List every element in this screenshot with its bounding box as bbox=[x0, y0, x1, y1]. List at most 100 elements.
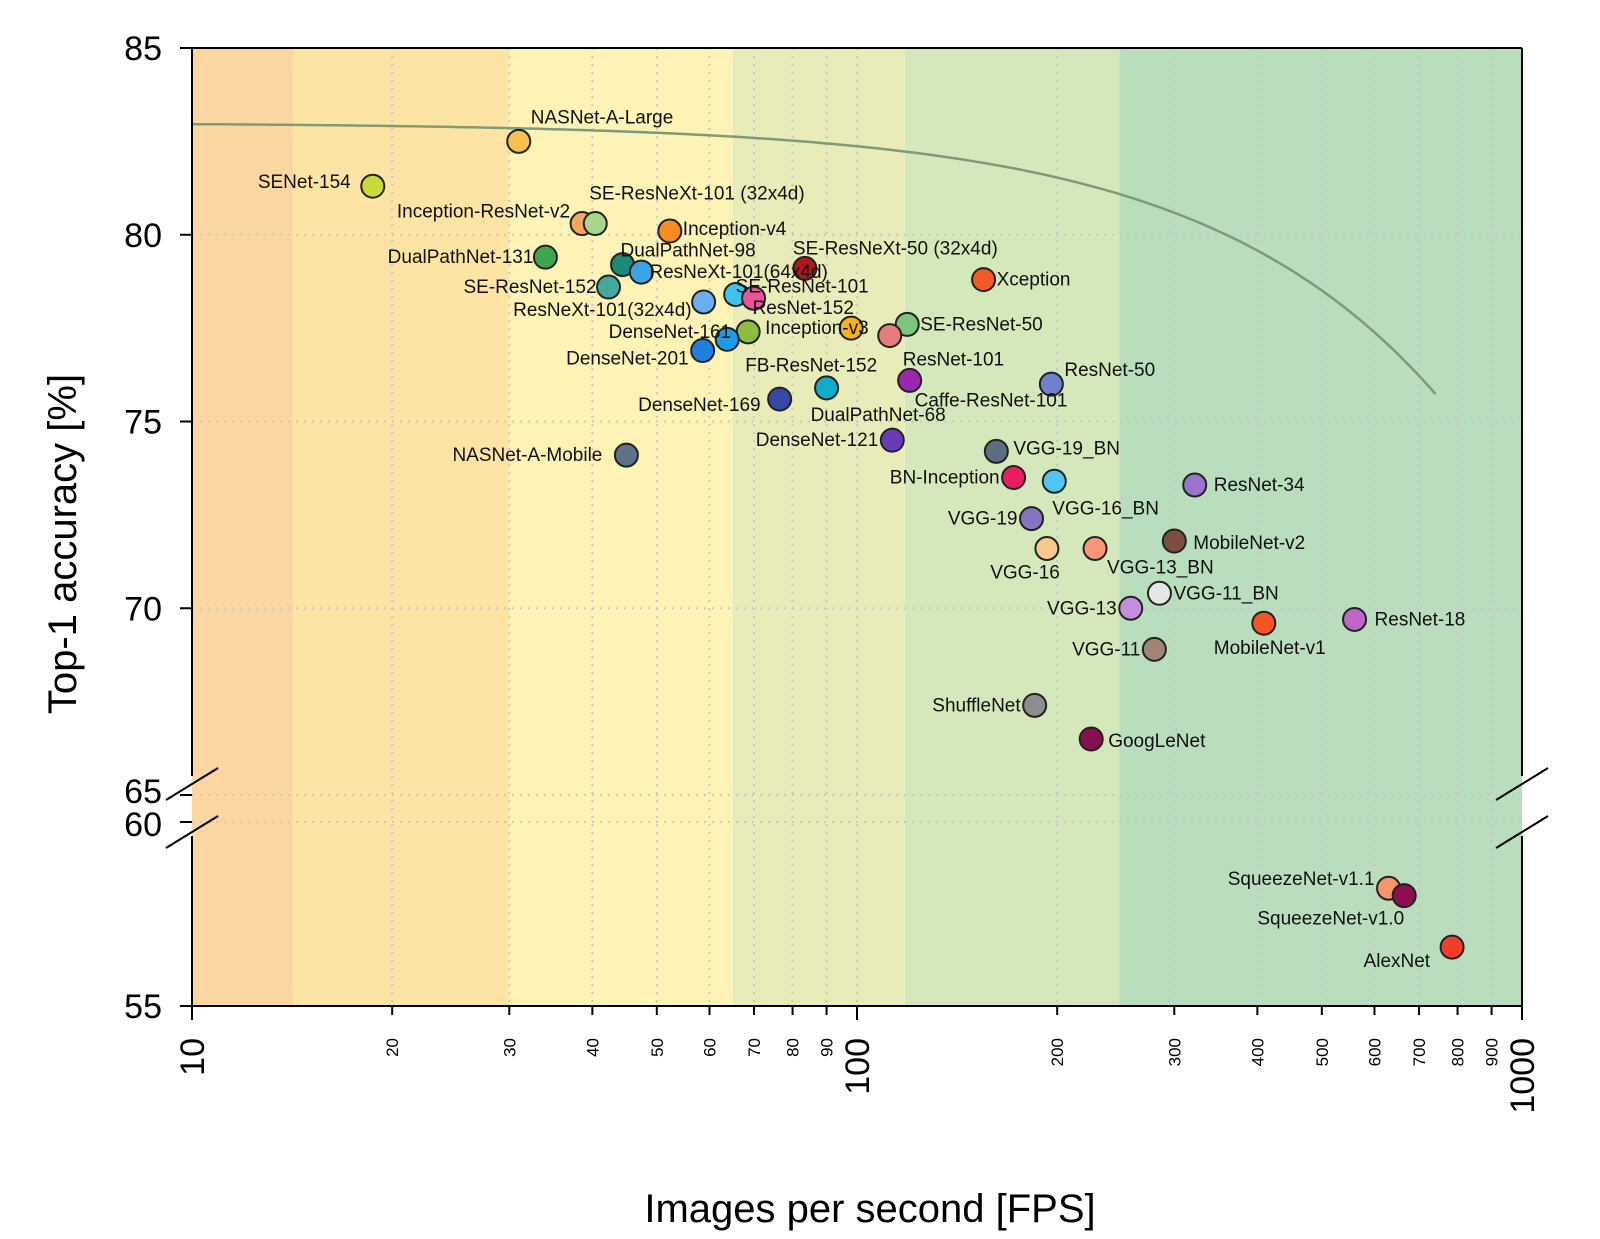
data-point bbox=[838, 315, 864, 341]
axis-break-mark-left bbox=[165, 815, 219, 849]
x-tick-label-minor: 200 bbox=[1048, 1038, 1067, 1066]
y-tick-label: 75 bbox=[124, 404, 162, 442]
point-label: DenseNet-121 bbox=[756, 430, 879, 451]
point-label: ResNet-152 bbox=[753, 298, 854, 319]
data-point bbox=[1082, 535, 1108, 561]
point-label: BN-Inception bbox=[890, 468, 1000, 489]
data-point bbox=[897, 367, 923, 393]
data-point bbox=[1342, 606, 1368, 632]
data-point bbox=[735, 319, 761, 345]
point-label: Xception bbox=[997, 270, 1071, 291]
data-points bbox=[360, 128, 1465, 960]
data-point bbox=[506, 128, 532, 154]
data-point bbox=[714, 326, 740, 352]
point-label: NASNet-A-Mobile bbox=[452, 445, 602, 466]
data-point bbox=[1038, 371, 1064, 397]
x-tick-label-minor: 60 bbox=[700, 1038, 719, 1057]
y-tick-label: 80 bbox=[124, 217, 162, 255]
x-tick-label-minor: 300 bbox=[1165, 1038, 1184, 1066]
x-tick-label-minor: 20 bbox=[383, 1038, 402, 1057]
data-point bbox=[1182, 472, 1208, 498]
background-band bbox=[293, 48, 510, 1006]
data-point bbox=[690, 338, 716, 364]
point-label: MobileNet-v1 bbox=[1214, 638, 1326, 659]
y-tick-label: 85 bbox=[124, 30, 162, 68]
y-axis-title: Top-1 accuracy [%] bbox=[41, 374, 85, 714]
axis-break-mark-right bbox=[1495, 767, 1549, 801]
background-bands bbox=[192, 48, 1522, 1006]
point-label: VGG-11_BN bbox=[1173, 583, 1278, 604]
data-point bbox=[1019, 506, 1045, 532]
frontier-curve bbox=[191, 122, 1437, 395]
x-tick-label-minor: 500 bbox=[1313, 1038, 1332, 1066]
point-label: Inception-v3 bbox=[765, 318, 869, 339]
x-tick-label-minor: 40 bbox=[583, 1038, 602, 1057]
data-point bbox=[657, 218, 683, 244]
data-point bbox=[532, 244, 558, 270]
data-point bbox=[741, 285, 767, 311]
point-label: VGG-16_BN bbox=[1052, 498, 1159, 519]
x-tick-label-minor: 400 bbox=[1248, 1038, 1267, 1066]
data-point bbox=[1251, 610, 1277, 636]
point-label: SE-ResNet-101 bbox=[736, 277, 869, 298]
point-label: DualPathNet-131 bbox=[388, 247, 534, 268]
point-label: SE-ResNet-152 bbox=[463, 277, 596, 298]
data-point bbox=[1041, 468, 1067, 494]
data-point bbox=[613, 442, 639, 468]
background-band bbox=[192, 48, 294, 1006]
data-point bbox=[983, 438, 1009, 464]
y-tick-label: 65 bbox=[124, 773, 162, 811]
x-tick-label-major: 100 bbox=[839, 1038, 877, 1095]
point-label: VGG-13 bbox=[1047, 598, 1117, 619]
point-label: FB-ResNet-152 bbox=[745, 355, 877, 376]
background-band bbox=[732, 48, 905, 1006]
point-label: DenseNet-161 bbox=[609, 322, 732, 343]
point-label: MobileNet-v2 bbox=[1193, 533, 1305, 554]
data-point bbox=[1118, 595, 1144, 621]
point-label: GoogLeNet bbox=[1108, 731, 1206, 752]
data-point bbox=[360, 173, 386, 199]
grid-lines bbox=[192, 48, 1522, 1006]
data-point bbox=[877, 323, 903, 349]
point-label: ResNet-18 bbox=[1375, 609, 1466, 630]
point-label: VGG-16 bbox=[990, 562, 1060, 583]
point-label: SqueezeNet-v1.1 bbox=[1228, 869, 1375, 890]
data-point bbox=[1391, 883, 1417, 909]
data-point bbox=[1034, 535, 1060, 561]
data-point bbox=[767, 386, 793, 412]
data-point bbox=[628, 259, 654, 285]
data-point bbox=[1022, 692, 1048, 718]
point-label: ResNet-50 bbox=[1064, 360, 1155, 381]
data-point bbox=[691, 289, 717, 315]
x-tick-label-major: 10 bbox=[174, 1038, 212, 1076]
point-label: Caffe-ResNet-101 bbox=[915, 390, 1068, 411]
x-tick-label-minor: 50 bbox=[648, 1038, 667, 1057]
data-point bbox=[596, 274, 622, 300]
data-point bbox=[879, 427, 905, 453]
data-point bbox=[1146, 580, 1172, 606]
point-label: SENet-154 bbox=[258, 172, 351, 193]
y-tick-label: 70 bbox=[124, 590, 162, 628]
point-label: VGG-11 bbox=[1072, 639, 1140, 660]
point-label: DualPathNet-68 bbox=[811, 405, 946, 426]
background-band bbox=[904, 48, 1120, 1006]
data-point bbox=[894, 311, 920, 337]
background-band bbox=[1119, 48, 1522, 1006]
point-label: NASNet-A-Large bbox=[531, 107, 674, 128]
y-tick-label: 55 bbox=[124, 988, 162, 1026]
point-labels: NASNet-A-Large SENet-154 Inception-ResNet-… bbox=[258, 107, 1466, 972]
axes bbox=[165, 47, 1549, 1020]
point-label: SqueezeNet-v1.0 bbox=[1257, 909, 1404, 930]
point-label: ShuffleNet bbox=[932, 695, 1021, 716]
data-point bbox=[971, 267, 997, 293]
point-label: VGG-13_BN bbox=[1107, 557, 1214, 578]
x-tick-label-minor: 70 bbox=[745, 1038, 764, 1057]
point-label: DenseNet-169 bbox=[638, 395, 761, 416]
data-point bbox=[1001, 465, 1027, 491]
data-point bbox=[582, 211, 608, 237]
frontier-line bbox=[191, 122, 1437, 395]
point-label: ResNeXt-101(32x4d) bbox=[513, 300, 691, 321]
point-label: DualPathNet-98 bbox=[621, 241, 756, 262]
